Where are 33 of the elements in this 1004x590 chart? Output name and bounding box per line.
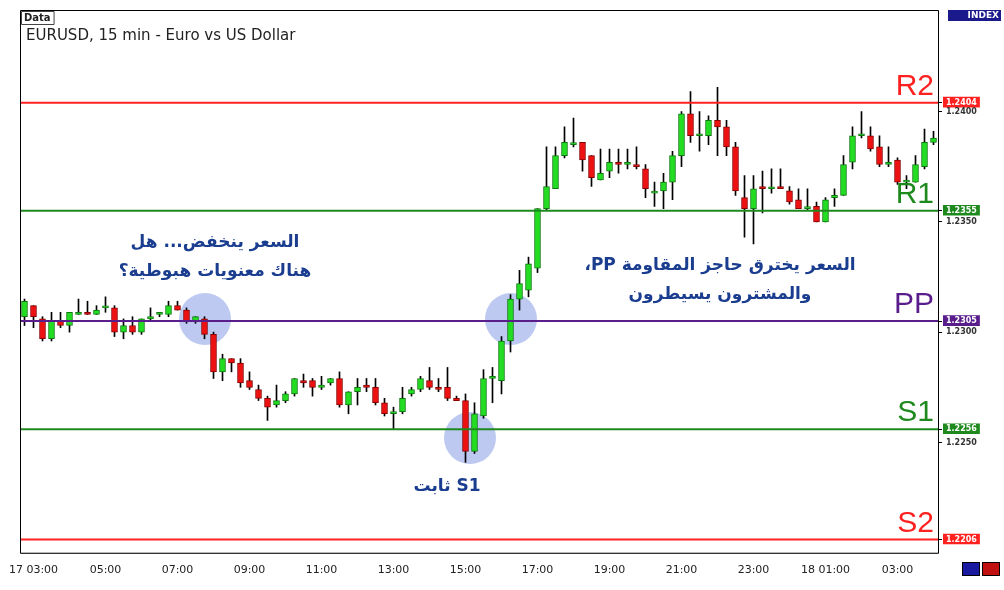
ref-line-label: R2 (895, 67, 934, 101)
y-tick-label: 1.2300 (946, 327, 978, 337)
x-tick-label: 05:00 (89, 563, 122, 577)
y-tick-label: 1.2256 (946, 424, 978, 434)
ref-line-label: S2 (897, 504, 934, 538)
ref-line-label: PP (893, 286, 934, 320)
y-tick-label: 1.2355 (946, 205, 978, 215)
x-tick-label: 23:00 (737, 563, 770, 577)
x-tick-label: 15:00 (449, 563, 482, 577)
x-tick-label: 09:00 (233, 563, 266, 577)
x-tick-label: 17:00 (521, 563, 554, 577)
ref-line-label: R1 (895, 175, 934, 209)
x-tick-label: 13:00 (377, 563, 410, 577)
y-tick-label: 1.2350 (946, 216, 978, 226)
y-tick-label: 1.2206 (946, 534, 978, 544)
x-tick-label: 17 03:00 (8, 563, 59, 577)
annotation: السعر ينخفض... هل هناك معنويات هبوطية؟ (118, 231, 312, 282)
x-tick-label: 11:00 (305, 563, 338, 577)
x-tick-label: 21:00 (665, 563, 698, 577)
x-tick-label: 03:00 (881, 563, 914, 577)
ref-line-label: S1 (897, 394, 934, 428)
annotation: S1 ثابت (413, 475, 481, 496)
x-tick-label: 19:00 (593, 563, 626, 577)
y-tick-label: 1.2400 (946, 106, 978, 116)
y-tick-label: 1.2404 (946, 97, 978, 107)
y-tick-label: 1.2250 (946, 437, 978, 447)
text: EURUSD, 15 min - Euro vs US Dollar (26, 25, 297, 44)
annotation: السعر يخترق حاجز المقاومة PP، والمشترون يسيطرون (584, 254, 856, 305)
y-tick-label: 1.2305 (946, 316, 978, 326)
x-tick-label: 07:00 (161, 563, 194, 577)
x-tick-label: 18 01:00 (800, 563, 851, 577)
annotation: Data (24, 12, 51, 24)
text: INDEX (967, 9, 1000, 20)
